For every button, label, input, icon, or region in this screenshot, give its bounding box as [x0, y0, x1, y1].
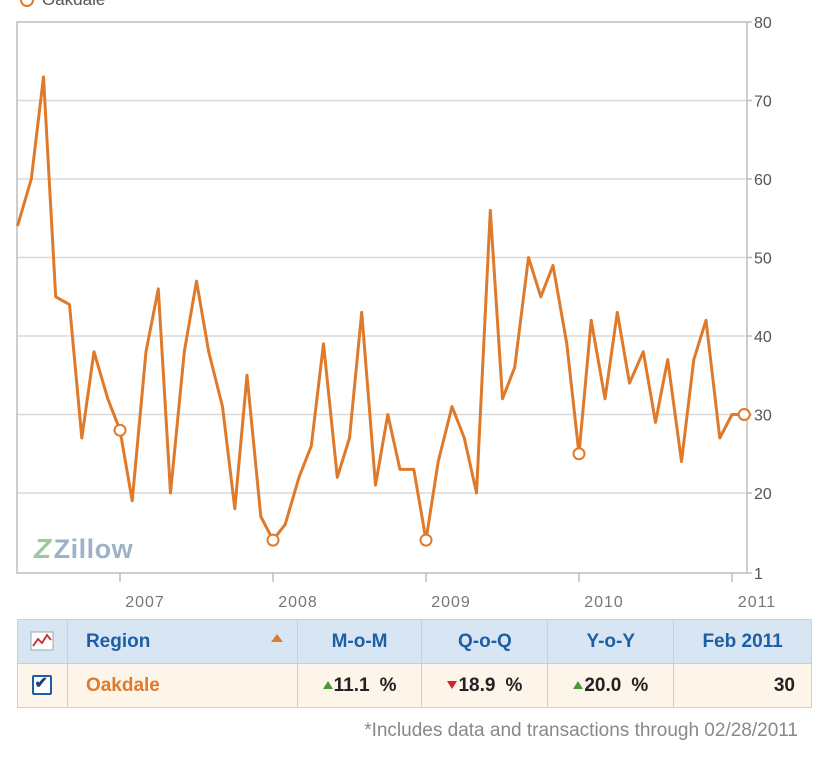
region-header-label: Region [85, 630, 151, 652]
chart-icon [30, 631, 54, 651]
table-header-row: Region M-o-M Q-o-Q Y-o-Y Feb 2011 [17, 619, 812, 664]
zillow-logo: Z Zillow [34, 533, 133, 565]
summary-table: Region M-o-M Q-o-Q Y-o-Y Feb 2011 Oakdal… [17, 619, 812, 708]
x-tick-label: 2007 [125, 594, 165, 611]
period-value: 30 [673, 663, 812, 708]
row-checkbox-cell[interactable] [17, 663, 68, 708]
x-axis-ticks: 2007 2008 2009 2010 2011 [119, 573, 776, 611]
zillow-mark-icon: Z [34, 533, 52, 564]
y-tick-label: 50 [754, 251, 772, 268]
qoq-percent: % [505, 674, 523, 696]
line-chart: 80 70 60 50 40 30 20 1 2007 2008 2009 2010 2011 [16, 15, 776, 611]
x-tick-label: 2011 [738, 594, 776, 611]
data-point-marker[interactable] [419, 533, 433, 547]
data-point-marker[interactable] [113, 423, 127, 437]
zillow-logo-text: Zillow [53, 533, 134, 564]
x-tick-label: 2009 [431, 594, 471, 611]
y-tick-label: 20 [754, 486, 772, 503]
qoq-header[interactable]: Q-o-Q [421, 619, 549, 664]
checkbox-checked-icon[interactable] [32, 673, 53, 696]
plot-frame [16, 21, 748, 574]
arrow-down-icon [447, 680, 458, 689]
mom-value: 11.1 [333, 674, 370, 696]
sort-asc-icon [270, 634, 283, 642]
qoq-cell: 18.9% [421, 663, 549, 708]
y-tick-label: 40 [754, 329, 772, 346]
data-point-marker[interactable] [737, 408, 751, 421]
yoy-cell: 20.0% [547, 663, 675, 708]
grid-lines [17, 99, 747, 494]
arrow-up-icon [322, 680, 333, 689]
yoy-percent: % [631, 674, 649, 696]
series-markers [113, 408, 751, 547]
data-point-marker[interactable] [572, 447, 586, 461]
y-tick-label: 30 [754, 408, 772, 425]
yoy-header[interactable]: Y-o-Y [547, 619, 675, 664]
arrow-up-icon [573, 680, 584, 689]
y-tick-label: 60 [754, 172, 772, 189]
qoq-value: 18.9 [458, 674, 496, 696]
series-line-oakdale[interactable] [16, 75, 745, 542]
data-point-marker[interactable] [266, 533, 280, 547]
footnote: *Includes data and transactions through … [364, 720, 798, 741]
legend[interactable]: Oakdale [20, 0, 105, 12]
mom-percent: % [379, 674, 397, 696]
table-row: Oakdale 11.1% 18.9% 20.0% 30 [17, 663, 812, 708]
period-header[interactable]: Feb 2011 [673, 619, 812, 664]
x-tick-label: 2008 [278, 594, 318, 611]
legend-marker-icon [20, 0, 34, 7]
y-axis-ticks: 80 70 60 50 40 30 20 1 [747, 15, 772, 583]
chart-toggle-header[interactable] [17, 619, 68, 664]
region-name: Oakdale [66, 663, 298, 708]
mom-cell: 11.1% [296, 663, 423, 708]
x-tick-label: 2010 [584, 594, 624, 611]
mom-header[interactable]: M-o-M [296, 619, 423, 664]
region-header[interactable]: Region [66, 619, 298, 664]
y-tick-label: 1 [754, 566, 763, 583]
y-tick-label: 80 [754, 15, 772, 32]
yoy-value: 20.0 [584, 674, 622, 696]
legend-label: Oakdale [42, 0, 105, 10]
y-tick-label: 70 [754, 94, 772, 111]
